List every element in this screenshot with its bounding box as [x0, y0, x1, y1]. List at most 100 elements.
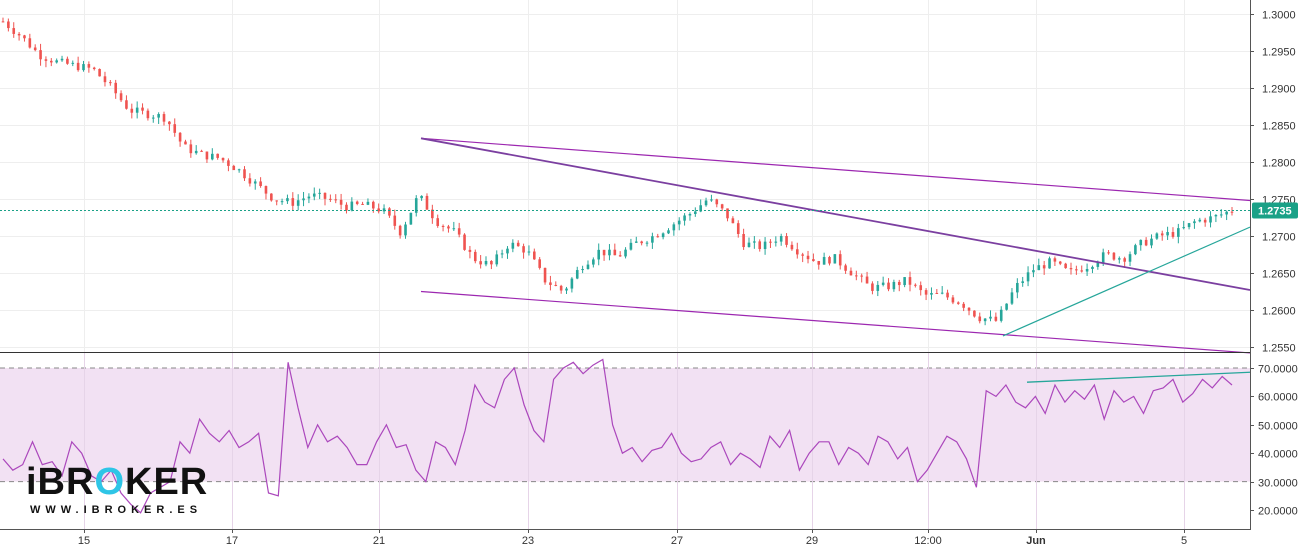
candle-body [731, 218, 735, 224]
candle-body [350, 201, 354, 211]
candle-body [264, 186, 268, 194]
time-tick-label: 15 [78, 535, 90, 547]
candle-body [726, 208, 729, 219]
candle-body [227, 160, 230, 166]
rising-support-line[interactable] [1002, 226, 1251, 337]
candle-body [216, 153, 219, 158]
candle-body [334, 199, 338, 201]
candle-body [60, 58, 64, 61]
candle-body [312, 193, 316, 197]
candle-body [1016, 282, 1019, 293]
candle-body [860, 275, 863, 277]
candle-body [763, 241, 767, 250]
candle-body [1101, 252, 1105, 263]
candle-body [361, 203, 364, 205]
candle-body [903, 277, 906, 286]
rsi-tick-label: 30.0000 [1258, 478, 1298, 490]
candle-body [259, 181, 262, 187]
candle-body [511, 242, 515, 249]
candle-body [855, 275, 858, 277]
candle-body [431, 209, 434, 219]
candle-body [71, 62, 75, 64]
candle-body [398, 225, 402, 236]
candle-body [211, 153, 214, 160]
candle-body [892, 281, 896, 290]
candle-body [1187, 223, 1191, 228]
candle-body [656, 236, 660, 238]
candle-body [651, 236, 654, 243]
candle-body [506, 248, 509, 254]
candle-body [935, 292, 939, 294]
rsi-pane[interactable] [0, 353, 1251, 529]
candle-body [436, 218, 440, 226]
rsi-tick-label: 60.0000 [1258, 392, 1298, 404]
candle-body [801, 254, 804, 256]
candle-body [790, 244, 794, 250]
candle-body [1010, 292, 1014, 304]
trendline-drawings[interactable] [420, 137, 1251, 354]
candle-body [1144, 239, 1148, 246]
candle-body [919, 285, 923, 291]
candle-body [1021, 281, 1024, 283]
candle-body [527, 251, 531, 253]
candle-body [318, 192, 321, 194]
candle-body [39, 50, 42, 60]
candle-body [549, 282, 552, 285]
candle-body [575, 270, 579, 279]
candle-body [329, 198, 332, 200]
candle-body [538, 259, 541, 268]
candle-body [33, 47, 37, 51]
candle-body [468, 249, 472, 252]
time-axis[interactable]: 15 17 21 23 27 29 12:00 Jun 5 [78, 529, 1187, 547]
time-tick-label: 17 [226, 535, 238, 547]
candle-body [253, 181, 257, 184]
candle-body [1096, 262, 1100, 267]
candle-body [565, 288, 568, 291]
candle-body [946, 292, 949, 298]
candle-body [1166, 232, 1169, 236]
candle-body [23, 35, 26, 39]
candle-body [667, 230, 670, 234]
candle-body [672, 224, 676, 231]
candle-body [17, 33, 21, 36]
candle-body [753, 241, 756, 243]
candle-body [1134, 245, 1137, 255]
candle-body [613, 249, 617, 256]
candle-body [624, 249, 627, 257]
rsi-axis[interactable]: 70.0000 60.0000 50.0000 40.0000 30.0000 20.00… [1250, 364, 1298, 518]
broken-downtrend-line[interactable] [420, 137, 1251, 291]
candle-body [409, 212, 413, 225]
candle-body [951, 297, 955, 303]
price-tick-label: 1.2600 [1262, 306, 1296, 318]
price-pane[interactable] [0, 0, 1251, 354]
candle-body [66, 58, 69, 64]
candle-body [125, 100, 128, 109]
candle-body [151, 117, 155, 119]
brand-accent-letter: O [94, 461, 126, 503]
candle-body [999, 309, 1003, 321]
candle-body [618, 255, 622, 257]
candle-body [87, 64, 91, 68]
candle-body [232, 165, 236, 171]
candle-body [237, 169, 241, 171]
candle-body [1219, 214, 1223, 216]
candle-body [967, 307, 971, 311]
candle-body [747, 242, 751, 248]
candle-body [897, 281, 901, 286]
candle-body [833, 254, 837, 264]
candle-body [296, 200, 300, 206]
candle-body [516, 242, 520, 247]
candle-body [366, 201, 370, 205]
lower-channel-line[interactable] [420, 290, 1251, 354]
candle-body [50, 60, 53, 63]
candle-body [119, 93, 123, 101]
candle-body [817, 261, 821, 265]
price-axis[interactable]: 1.30001.29501.29001.28501.28001.27501.27… [1250, 10, 1296, 355]
candle-body [420, 195, 423, 199]
upper-channel-line[interactable] [420, 137, 1251, 202]
rsi-tick-label: 20.0000 [1258, 506, 1298, 518]
rsi-divergence-line[interactable] [1026, 371, 1251, 383]
candle-body [822, 257, 826, 265]
candle-body [758, 241, 762, 250]
